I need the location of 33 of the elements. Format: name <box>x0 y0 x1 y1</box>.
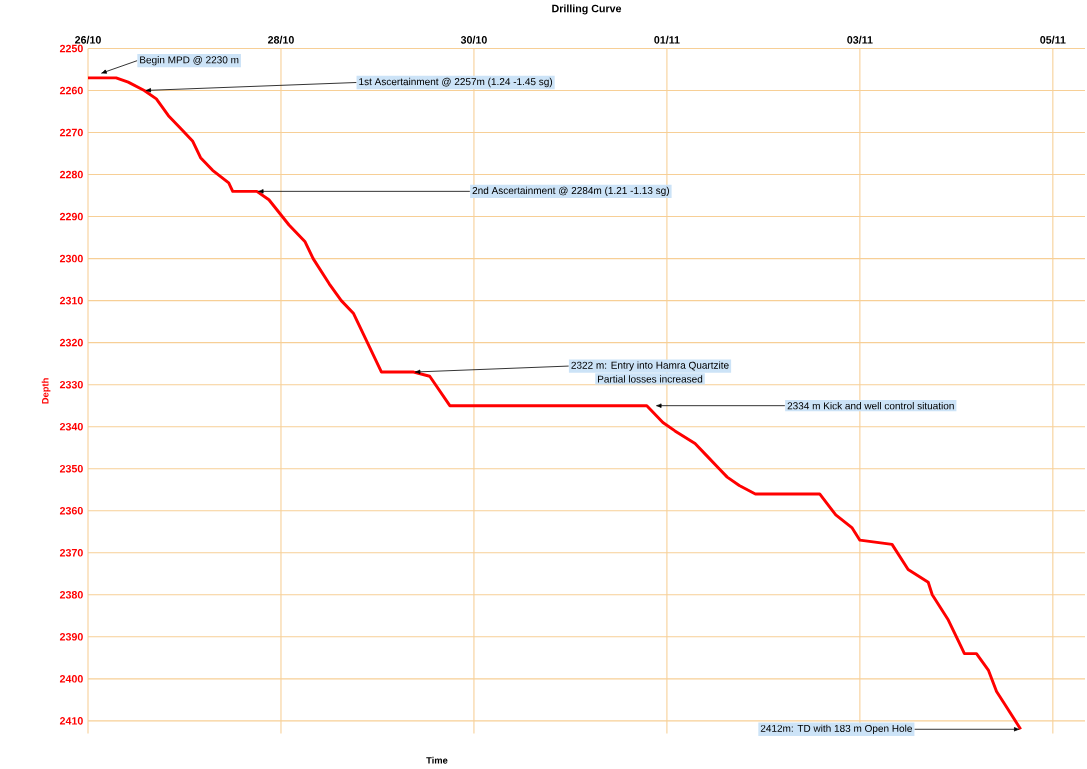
y-tick-label: 2280 <box>59 170 83 179</box>
y-tick-label: 2300 <box>59 254 83 263</box>
y-tick-label: 2270 <box>59 128 83 137</box>
y-tick-label: 2370 <box>59 548 83 557</box>
y-tick-label: 2250 <box>59 44 83 53</box>
chart-title: Drilling Curve <box>552 4 622 15</box>
x-tick-label: 03/11 <box>847 35 873 44</box>
y-tick-label: 2350 <box>59 464 83 473</box>
y-tick-label: 2410 <box>59 716 83 725</box>
x-tick-label: 05/11 <box>1040 35 1066 44</box>
y-tick-label: 2330 <box>59 380 83 389</box>
y-tick-label: 2340 <box>59 422 83 431</box>
annotation: 2334 m Kick and well control situation <box>787 401 954 410</box>
annotation: 1st Ascertainment @ 2257m (1.24 -1.45 sg) <box>359 77 553 87</box>
y-tick-label: 2310 <box>59 296 83 305</box>
y-tick-label: 2390 <box>59 632 83 641</box>
x-axis-title: Time <box>426 756 448 764</box>
annotation: Begin MPD @ 2230 m <box>140 55 239 66</box>
y-tick-label: 2290 <box>59 212 83 221</box>
y-tick-label: 2260 <box>59 86 83 95</box>
x-tick-label: 26/10 <box>75 35 101 44</box>
x-tick-label: 30/10 <box>460 35 487 44</box>
annotation: 2322 m: Entry into Hamra Quartzite <box>571 361 729 371</box>
annotation: 2412m: TD with 183 m Open Hole <box>760 724 912 734</box>
annotation: Partial losses increased <box>598 375 703 383</box>
y-axis-title: Depth <box>41 378 51 404</box>
x-tick-label: 28/10 <box>268 35 294 44</box>
y-tick-label: 2320 <box>59 338 83 347</box>
y-tick-label: 2380 <box>59 590 83 599</box>
annotation: 2nd Ascertainment @ 2284m (1.21 -1.13 sg) <box>472 186 669 196</box>
y-tick-label: 2400 <box>59 674 83 683</box>
y-tick-label: 2360 <box>59 506 83 515</box>
x-tick-label: 01/11 <box>654 35 680 44</box>
